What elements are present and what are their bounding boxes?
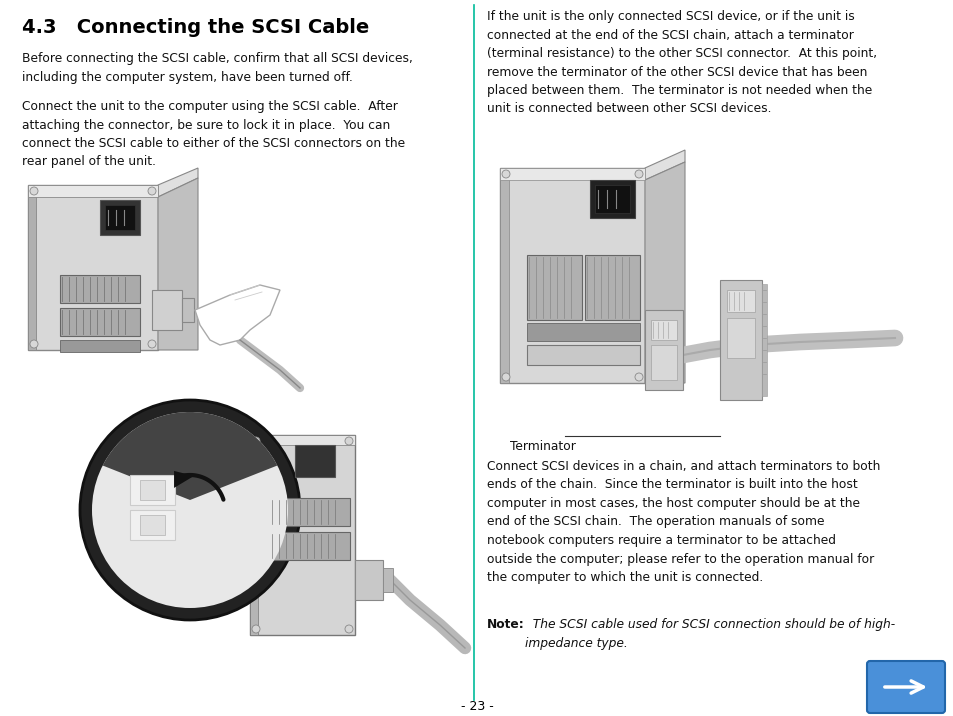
- Bar: [720, 280, 761, 400]
- Text: 4.3   Connecting the SCSI Cable: 4.3 Connecting the SCSI Cable: [22, 18, 369, 37]
- Bar: [152, 290, 182, 330]
- Circle shape: [252, 625, 260, 633]
- FancyBboxPatch shape: [866, 661, 944, 713]
- Text: Connect SCSI devices in a chain, and attach terminators to both
ends of the chai: Connect SCSI devices in a chain, and att…: [486, 460, 880, 584]
- Circle shape: [635, 170, 642, 178]
- Bar: [250, 435, 355, 445]
- Polygon shape: [194, 285, 280, 345]
- Bar: [644, 310, 682, 390]
- Bar: [589, 180, 635, 218]
- Bar: [28, 185, 158, 197]
- Bar: [250, 435, 355, 635]
- Bar: [140, 515, 165, 535]
- Bar: [761, 284, 766, 396]
- Bar: [355, 560, 382, 600]
- Circle shape: [345, 437, 353, 445]
- Bar: [270, 532, 350, 560]
- Circle shape: [635, 373, 642, 381]
- Circle shape: [80, 400, 299, 620]
- Bar: [584, 255, 639, 320]
- Text: Before connecting the SCSI cable, confirm that all SCSI devices,
including the c: Before connecting the SCSI cable, confir…: [22, 52, 413, 84]
- Bar: [294, 445, 335, 477]
- Bar: [100, 200, 140, 235]
- Text: The SCSI cable used for SCSI connection should be of high-
impedance type.: The SCSI cable used for SCSI connection …: [524, 618, 894, 649]
- Circle shape: [501, 373, 510, 381]
- Bar: [526, 255, 581, 320]
- Bar: [499, 168, 644, 383]
- Polygon shape: [173, 471, 193, 488]
- Circle shape: [30, 187, 38, 195]
- Bar: [270, 498, 350, 526]
- Bar: [650, 345, 677, 380]
- Bar: [650, 320, 677, 340]
- Bar: [140, 480, 165, 500]
- Bar: [499, 168, 644, 180]
- Bar: [250, 435, 257, 635]
- Polygon shape: [158, 178, 198, 350]
- Text: Connect the unit to the computer using the SCSI cable.  After
attaching the conn: Connect the unit to the computer using t…: [22, 100, 405, 168]
- Polygon shape: [103, 412, 277, 500]
- Circle shape: [148, 187, 156, 195]
- Bar: [130, 475, 174, 505]
- Bar: [105, 205, 135, 230]
- Bar: [726, 318, 754, 358]
- Text: Note:: Note:: [486, 618, 524, 631]
- Bar: [595, 185, 629, 213]
- Text: Terminator: Terminator: [510, 440, 576, 453]
- Bar: [60, 340, 140, 352]
- Polygon shape: [158, 168, 198, 197]
- Bar: [28, 185, 36, 350]
- Circle shape: [91, 412, 288, 608]
- Bar: [60, 275, 140, 303]
- Bar: [60, 308, 140, 336]
- Bar: [526, 323, 639, 341]
- Text: - 23 -: - 23 -: [460, 700, 493, 713]
- Circle shape: [30, 340, 38, 348]
- Bar: [382, 568, 393, 592]
- Bar: [726, 290, 754, 312]
- Circle shape: [252, 437, 260, 445]
- Polygon shape: [644, 162, 684, 383]
- Polygon shape: [644, 150, 684, 180]
- Circle shape: [345, 625, 353, 633]
- Bar: [526, 345, 639, 365]
- Bar: [499, 168, 509, 383]
- Circle shape: [501, 170, 510, 178]
- Bar: [182, 298, 193, 322]
- Text: If the unit is the only connected SCSI device, or if the unit is
connected at th: If the unit is the only connected SCSI d…: [486, 10, 876, 115]
- Bar: [28, 185, 158, 350]
- Circle shape: [148, 340, 156, 348]
- Bar: [130, 510, 174, 540]
